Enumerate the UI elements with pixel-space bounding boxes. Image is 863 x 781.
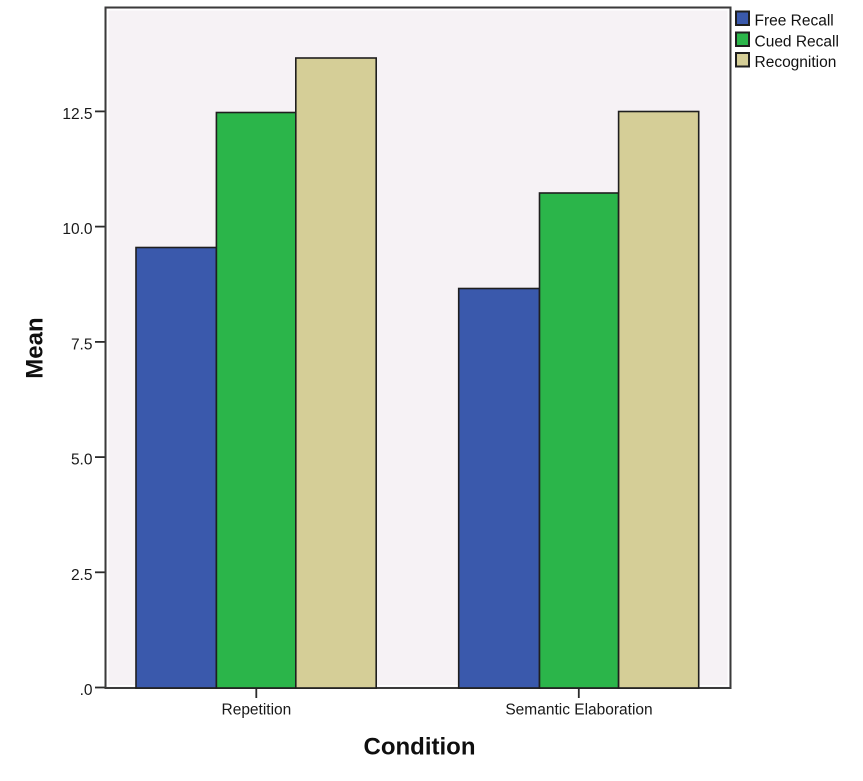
svg-text:Condition: Condition <box>364 734 476 761</box>
svg-text:2.5: 2.5 <box>71 567 93 584</box>
svg-text:12.5: 12.5 <box>62 106 92 123</box>
svg-text:Cued Recall: Cued Recall <box>755 33 839 50</box>
svg-text:Free Recall: Free Recall <box>755 12 834 29</box>
svg-text:Mean: Mean <box>22 317 49 378</box>
svg-text:7.5: 7.5 <box>71 336 93 353</box>
svg-text:.0: .0 <box>80 682 93 699</box>
svg-text:Repetition: Repetition <box>222 702 292 719</box>
svg-text:Recognition: Recognition <box>755 54 837 71</box>
svg-text:Semantic Elaboration: Semantic Elaboration <box>505 702 652 719</box>
svg-text:10.0: 10.0 <box>62 221 93 238</box>
svg-text:5.0: 5.0 <box>71 452 93 469</box>
